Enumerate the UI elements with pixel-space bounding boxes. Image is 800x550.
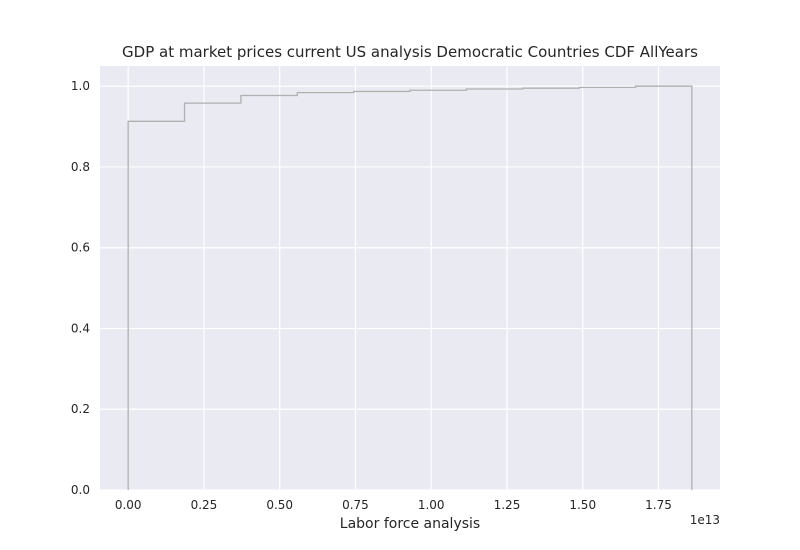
x-tick-label: 1.50 [569,498,596,512]
plot-background [100,66,720,490]
x-tick-label: 1.25 [494,498,521,512]
y-tick-label: 0.8 [71,160,90,174]
x-tick-label: 0.25 [191,498,218,512]
y-tick-label: 0.6 [71,241,90,255]
y-tick-label: 0.4 [71,321,90,335]
x-axis-ticks: 0.00 0.25 0.50 0.75 1.00 1.25 1.50 1.75 [115,498,672,512]
chart-title: GDP at market prices current US analysis… [122,43,698,61]
cdf-series [127,85,693,490]
x-tick-label: 0.75 [342,498,369,512]
x-axis-label: Labor force analysis [340,516,480,532]
y-tick-label: 0.0 [71,483,90,497]
grid [100,66,720,491]
y-tick-label: 1.0 [71,79,90,93]
x-tick-label: 1.00 [418,498,445,512]
x-tick-label: 0.00 [115,498,142,512]
x-axis-offset-text: 1e13 [690,513,720,527]
y-tick-label: 0.2 [71,402,90,416]
y-axis-ticks: 0.0 0.2 0.4 0.6 0.8 1.0 [71,79,90,497]
x-tick-label: 1.75 [645,498,672,512]
x-tick-label: 0.50 [266,498,293,512]
cdf-step-line [127,85,693,490]
